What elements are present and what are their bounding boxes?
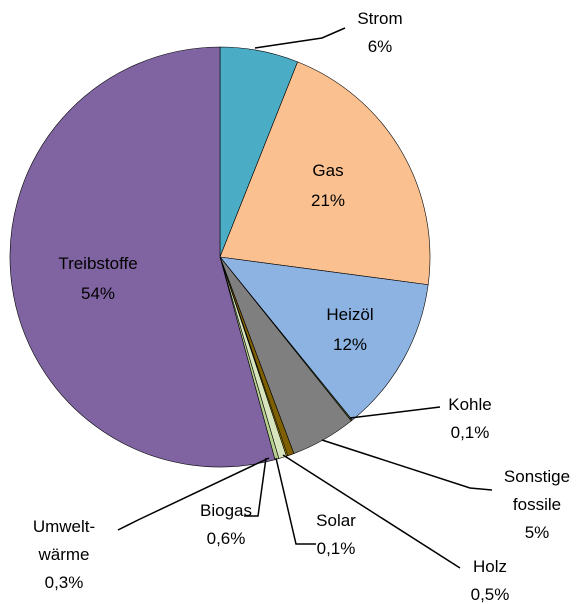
value-label: 21% bbox=[311, 191, 345, 210]
slice-label: Holz bbox=[473, 557, 507, 576]
slice-label: Umwelt-wärme bbox=[33, 517, 95, 564]
value-label: 6% bbox=[368, 37, 393, 56]
value-label: 0,1% bbox=[317, 539, 356, 558]
pie-slice bbox=[219, 256, 429, 421]
value-label: 0,5% bbox=[471, 585, 510, 604]
slice-label: Strom bbox=[357, 9, 402, 28]
slice-label: Biogas bbox=[200, 501, 252, 520]
value-label: 0,3% bbox=[45, 573, 84, 592]
slice-label: Gas bbox=[312, 161, 343, 180]
slice-label: Solar bbox=[316, 511, 356, 530]
value-label: 12% bbox=[333, 335, 367, 354]
value-label: 5% bbox=[525, 523, 550, 542]
slice-label: Sonstige fossile bbox=[504, 467, 570, 514]
leader-line bbox=[321, 439, 493, 491]
value-label: 54% bbox=[81, 284, 115, 303]
value-label: 0,1% bbox=[451, 423, 490, 442]
leader-line bbox=[244, 457, 267, 517]
slice-label: Treibstoffe bbox=[58, 254, 137, 273]
leader-line bbox=[282, 454, 461, 569]
leader-line bbox=[275, 457, 316, 545]
leader-line bbox=[254, 27, 346, 49]
slice-label: Heizöl bbox=[326, 305, 373, 324]
value-label: 0,6% bbox=[207, 529, 246, 548]
pie-slice bbox=[9, 46, 276, 468]
slice-label: Kohle bbox=[448, 395, 491, 414]
leader-line bbox=[349, 406, 441, 419]
pie-slice bbox=[219, 61, 431, 286]
leader-line bbox=[117, 457, 270, 531]
